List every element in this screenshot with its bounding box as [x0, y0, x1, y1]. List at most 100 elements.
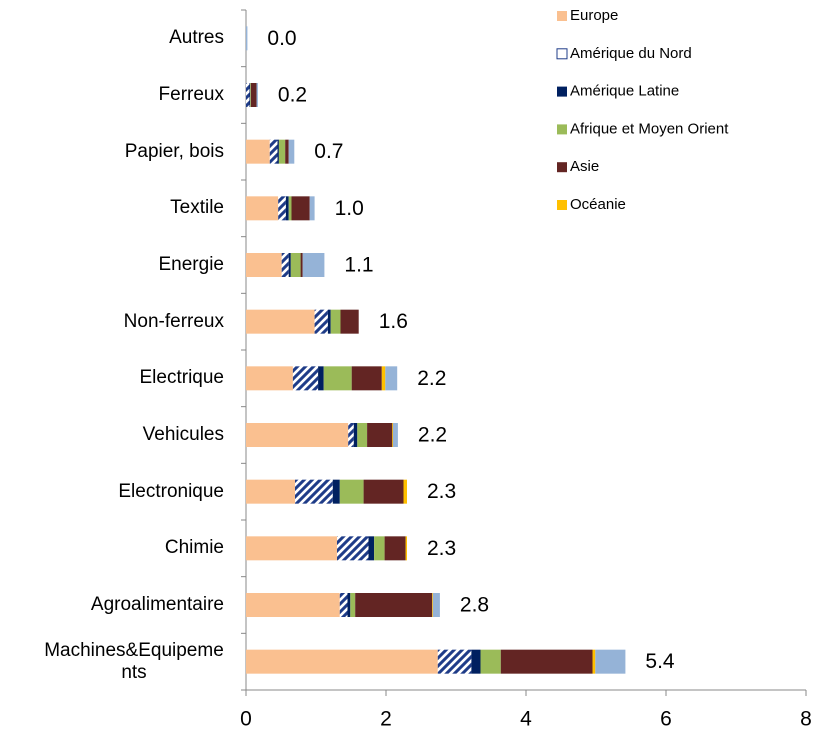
bar-segment — [278, 139, 286, 164]
bar-segment — [363, 479, 404, 504]
x-tick-label: 6 — [660, 708, 672, 731]
total-label: 5.4 — [645, 650, 675, 673]
category-label: Ferreux — [158, 84, 224, 105]
x-tick-label: 0 — [240, 708, 252, 731]
legend-label: Océanie — [570, 196, 626, 213]
bar-segment — [246, 593, 340, 617]
bar-segment — [471, 649, 481, 674]
category-label: Machines&Equipements — [44, 639, 224, 683]
bar-segment — [291, 196, 310, 221]
bar-segment — [290, 253, 301, 277]
legend-swatch — [556, 48, 568, 60]
total-label: 2.2 — [417, 367, 446, 390]
bar-segment — [392, 423, 393, 447]
total-label: 0.2 — [278, 84, 307, 107]
bar-segment — [246, 196, 279, 221]
legend-label: Afrique et Moyen Orient — [570, 120, 729, 137]
bar-segment — [381, 366, 386, 391]
bar-segment — [355, 593, 433, 617]
legend-swatch — [557, 162, 567, 173]
legend-swatch — [557, 11, 567, 21]
bar-segment — [367, 423, 393, 447]
bar-segment — [405, 536, 407, 561]
bar-segment — [323, 366, 352, 391]
category-label: Electrique — [139, 367, 225, 389]
bar-segment — [246, 26, 248, 51]
bar-segment — [292, 366, 319, 391]
total-label: 2.3 — [427, 480, 456, 503]
total-label: 1.1 — [344, 254, 373, 277]
bar-segment — [314, 309, 328, 334]
bar-segment — [384, 536, 406, 561]
bar-segment — [269, 139, 278, 164]
bar-segment — [595, 649, 626, 674]
bar-segment — [337, 536, 369, 561]
bar-segment — [278, 196, 286, 221]
legend-label: Europe — [570, 7, 618, 24]
bar-segment — [277, 139, 279, 164]
total-label: 2.2 — [418, 424, 447, 447]
x-tick-label: 4 — [520, 708, 532, 731]
bar-segment — [432, 593, 433, 617]
bar-segment — [288, 196, 292, 221]
bar-segment — [339, 593, 348, 617]
bar-segment — [437, 649, 472, 674]
bar-segment — [368, 536, 375, 561]
bar-segment — [348, 423, 354, 447]
bar-segment — [295, 479, 333, 504]
bar-segment — [285, 139, 289, 164]
bar-segment — [246, 479, 295, 504]
bar-segment — [340, 309, 359, 334]
bar-segment — [246, 366, 293, 391]
bar-segment — [250, 83, 251, 107]
bar-segment — [288, 253, 291, 277]
legend-label: Amérique Latine — [570, 83, 679, 100]
bar-segment — [339, 479, 364, 504]
bar-segment — [330, 309, 341, 334]
bar-segment — [393, 423, 398, 447]
bar-segment — [350, 593, 356, 617]
bar-segment — [246, 139, 270, 164]
bar-segment — [374, 536, 385, 561]
legend-swatch — [557, 200, 567, 210]
bar-segment — [281, 253, 289, 277]
total-label: 0.7 — [314, 140, 343, 163]
total-label: 0.0 — [267, 27, 296, 50]
category-label: Energie — [158, 254, 225, 275]
bar-segment — [250, 83, 257, 107]
x-tick-label: 8 — [800, 708, 812, 731]
legend-swatch — [557, 124, 567, 135]
legend-swatch — [557, 86, 567, 97]
category-label: Chimie — [164, 537, 224, 559]
total-label: 1.6 — [379, 310, 408, 333]
category-label: Electronique — [118, 480, 224, 502]
bar-segment — [246, 536, 337, 561]
bar-segment — [480, 649, 501, 674]
total-label: 2.8 — [460, 594, 489, 617]
legend-label: Amérique du Nord — [570, 45, 692, 62]
category-label: Papier, bois — [124, 140, 224, 162]
category-label: Agroalimentaire — [90, 594, 224, 615]
total-label: 2.3 — [427, 537, 456, 560]
bar-segment — [347, 593, 351, 617]
bar-segment — [309, 196, 315, 221]
bar-segment — [500, 649, 593, 674]
bar-segment — [285, 196, 289, 221]
bar-segment — [246, 253, 282, 277]
bar-segment — [302, 253, 325, 277]
bar-segment — [249, 83, 251, 107]
bar-segment — [351, 366, 382, 391]
bar-segment — [318, 366, 324, 391]
category-label: Vehicules — [142, 424, 224, 445]
bar-segment — [357, 423, 368, 447]
bar-segment — [288, 139, 295, 164]
bar-segment — [592, 649, 596, 674]
bar-segment — [432, 593, 440, 617]
bar-segment — [385, 366, 398, 391]
bar-segment — [246, 423, 349, 447]
category-label: Autres — [169, 27, 224, 49]
legend-label: Asie — [570, 158, 599, 175]
category-label: Textile — [170, 197, 224, 219]
